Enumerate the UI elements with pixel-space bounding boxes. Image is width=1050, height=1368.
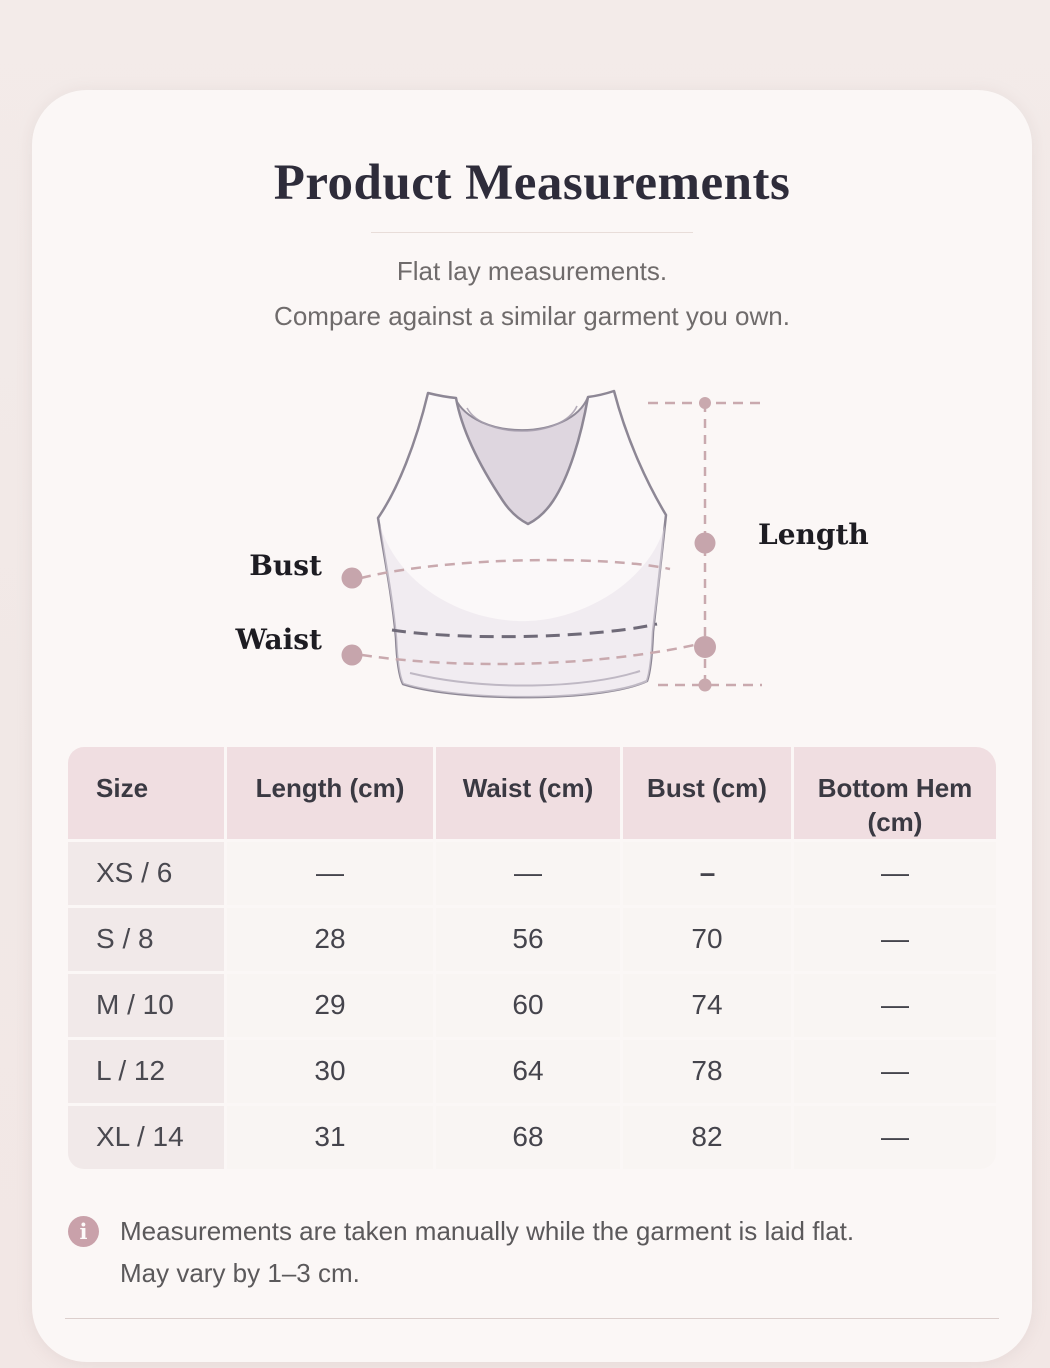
size-cell: XL / 14 (68, 1105, 224, 1169)
title-divider (371, 231, 693, 233)
bottom-hem-cell: — (794, 841, 996, 905)
length-mid-dot (694, 532, 716, 554)
waist-cell: 60 (436, 973, 620, 1037)
waist-measure-line (361, 641, 704, 666)
column-header-length: Length (cm) (227, 746, 433, 839)
info-icon-glyph: i (79, 1218, 88, 1244)
length-bottom-dot (698, 678, 712, 692)
waist-cell: 64 (436, 1039, 620, 1103)
waist-line-dot (694, 635, 716, 658)
waist-dot (341, 644, 363, 666)
bottom-divider (65, 1317, 999, 1319)
table-row: M / 10 29 60 74 — (68, 973, 996, 1037)
bust-cell: 78 (623, 1039, 791, 1103)
column-header-bottom-hem: Bottom Hem (cm) (794, 746, 996, 839)
hem-seam-line (409, 669, 641, 687)
note-line-1: Measurements are taken manually while th… (120, 1215, 855, 1246)
length-cell: — (227, 841, 433, 905)
table-header-row: Size Length (cm) Waist (cm) Bust (cm) Bo… (68, 746, 996, 839)
column-header-size: Size (68, 746, 224, 839)
bottom-hem-cell: — (794, 1039, 996, 1103)
column-header-bust: Bust (cm) (623, 746, 791, 839)
bust-label: Bust (249, 548, 322, 582)
bust-measure-line (360, 558, 671, 579)
waist-cell: — (436, 841, 620, 905)
length-cell: 30 (227, 1039, 433, 1103)
table-row: L / 12 30 64 78 — (68, 1039, 996, 1103)
table-row: S / 8 28 56 70 — (68, 907, 996, 971)
column-header-waist: Waist (cm) (436, 746, 620, 839)
waist-cell: 68 (436, 1105, 620, 1169)
bottom-hem-cell: — (794, 1105, 996, 1169)
note-text: Measurements are taken manually while th… (120, 1210, 854, 1294)
bust-cell: 82 (623, 1105, 791, 1169)
hem-dashed-line (391, 622, 658, 638)
subtitle-line-2: Compare against a similar garment you ow… (274, 300, 790, 331)
back-neckline-seam (466, 405, 578, 432)
measurement-note: i Measurements are taken manually while … (68, 1210, 996, 1294)
page-title: Product Measurements (273, 155, 791, 211)
size-table: Size Length (cm) Waist (cm) Bust (cm) Bo… (65, 744, 999, 1172)
garment-diagram: Bust Waist Length (32, 363, 1032, 714)
size-cell: L / 12 (68, 1039, 224, 1103)
bottom-hem-cell: — (794, 907, 996, 971)
info-icon: i (68, 1215, 99, 1247)
size-cell: S / 8 (68, 907, 224, 971)
size-cell: M / 10 (68, 973, 224, 1037)
waist-label: Waist (235, 622, 323, 656)
size-cell: XS / 6 (68, 841, 224, 905)
bust-dot (341, 567, 363, 589)
subtitle-line-1: Flat lay measurements. (396, 255, 668, 286)
bust-cell: – (623, 841, 791, 905)
garment-shading (380, 524, 665, 698)
waist-cell: 56 (436, 907, 620, 971)
length-cell: 31 (227, 1105, 433, 1169)
bust-cell: 70 (623, 907, 791, 971)
length-cell: 28 (227, 907, 433, 971)
bust-cell: 74 (623, 973, 791, 1037)
sports-bra-illustration-icon (341, 389, 762, 699)
note-line-2: May vary by 1–3 cm. (120, 1257, 360, 1288)
length-label: Length (758, 517, 869, 551)
length-cell: 29 (227, 973, 433, 1037)
measurements-card: Product Measurements Flat lay measuremen… (32, 90, 1032, 1362)
table-row: XL / 14 31 68 82 — (68, 1105, 996, 1169)
length-top-dot (699, 396, 711, 409)
bottom-hem-cell: — (794, 973, 996, 1037)
table-row: XS / 6 — — – — (68, 841, 996, 905)
